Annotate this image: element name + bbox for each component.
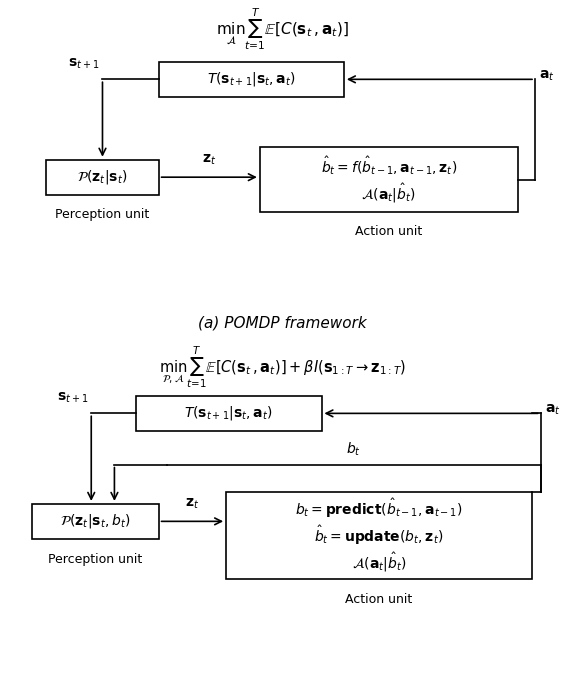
Text: $T(\mathbf{s}_{t+1}|\mathbf{s}_t, \mathbf{a}_t)$: $T(\mathbf{s}_{t+1}|\mathbf{s}_t, \mathb… (207, 70, 296, 89)
Text: $\hat{b}_t = \mathbf{update}(b_t, \mathbf{z}_t)$: $\hat{b}_t = \mathbf{update}(b_t, \mathb… (314, 524, 444, 547)
Bar (260, 147, 518, 211)
Bar (158, 62, 344, 97)
Text: $\min_{\mathcal{A}} \sum_{t=1}^{T} \mathbb{E}\left[C(\mathbf{s}_t, \mathbf{a}_t): $\min_{\mathcal{A}} \sum_{t=1}^{T} \math… (216, 7, 349, 52)
Text: $\mathbf{s}_{t+1}$: $\mathbf{s}_{t+1}$ (57, 391, 88, 405)
Text: $\mathbf{a}_t$: $\mathbf{a}_t$ (539, 69, 555, 83)
Bar (136, 396, 321, 431)
Text: $\mathbf{s}_{t+1}$: $\mathbf{s}_{t+1}$ (68, 57, 100, 71)
Text: Action unit: Action unit (345, 593, 413, 606)
Bar (32, 504, 158, 539)
Bar (46, 160, 158, 195)
Text: $\mathcal{P}(\mathbf{z}_t|\mathbf{s}_t)$: $\mathcal{P}(\mathbf{z}_t|\mathbf{s}_t)$ (77, 168, 128, 186)
Text: $\mathbf{z}_t$: $\mathbf{z}_t$ (185, 496, 199, 512)
Text: Action unit: Action unit (355, 225, 423, 238)
Text: Perception unit: Perception unit (55, 209, 149, 222)
Text: $b_t = \mathbf{predict}(\hat{b}_{t-1}, \mathbf{a}_{t-1})$: $b_t = \mathbf{predict}(\hat{b}_{t-1}, \… (295, 497, 463, 520)
Text: $\hat{b}_t = f(\hat{b}_{t-1}, \mathbf{a}_{t-1}, \mathbf{z}_t)$: $\hat{b}_t = f(\hat{b}_{t-1}, \mathbf{a}… (321, 155, 457, 177)
Text: $T(\mathbf{s}_{t+1}|\mathbf{s}_t, \mathbf{a}_t)$: $T(\mathbf{s}_{t+1}|\mathbf{s}_t, \mathb… (185, 404, 273, 422)
Text: $\mathcal{A}(\mathbf{a}_t|\hat{b}_t)$: $\mathcal{A}(\mathbf{a}_t|\hat{b}_t)$ (351, 551, 406, 574)
Text: $\mathcal{P}(\mathbf{z}_t|\mathbf{s}_t, b_t)$: $\mathcal{P}(\mathbf{z}_t|\mathbf{s}_t, … (60, 512, 131, 531)
Text: (a) POMDP framework: (a) POMDP framework (198, 316, 367, 331)
Text: $\mathbf{z}_t$: $\mathbf{z}_t$ (202, 153, 216, 167)
Text: Perception unit: Perception unit (48, 552, 143, 565)
Bar (226, 492, 532, 580)
Text: $\mathcal{A}(\mathbf{a}_t|\hat{b}_t)$: $\mathcal{A}(\mathbf{a}_t|\hat{b}_t)$ (362, 181, 417, 205)
Text: $\mathbf{a}_t$: $\mathbf{a}_t$ (545, 403, 561, 417)
Text: $b_t$: $b_t$ (346, 441, 361, 458)
Text: $\min_{\mathcal{P},\mathcal{A}} \sum_{t=1}^{T} \mathbb{E}\left[C(\mathbf{s}_t, \: $\min_{\mathcal{P},\mathcal{A}} \sum_{t=… (158, 345, 406, 391)
